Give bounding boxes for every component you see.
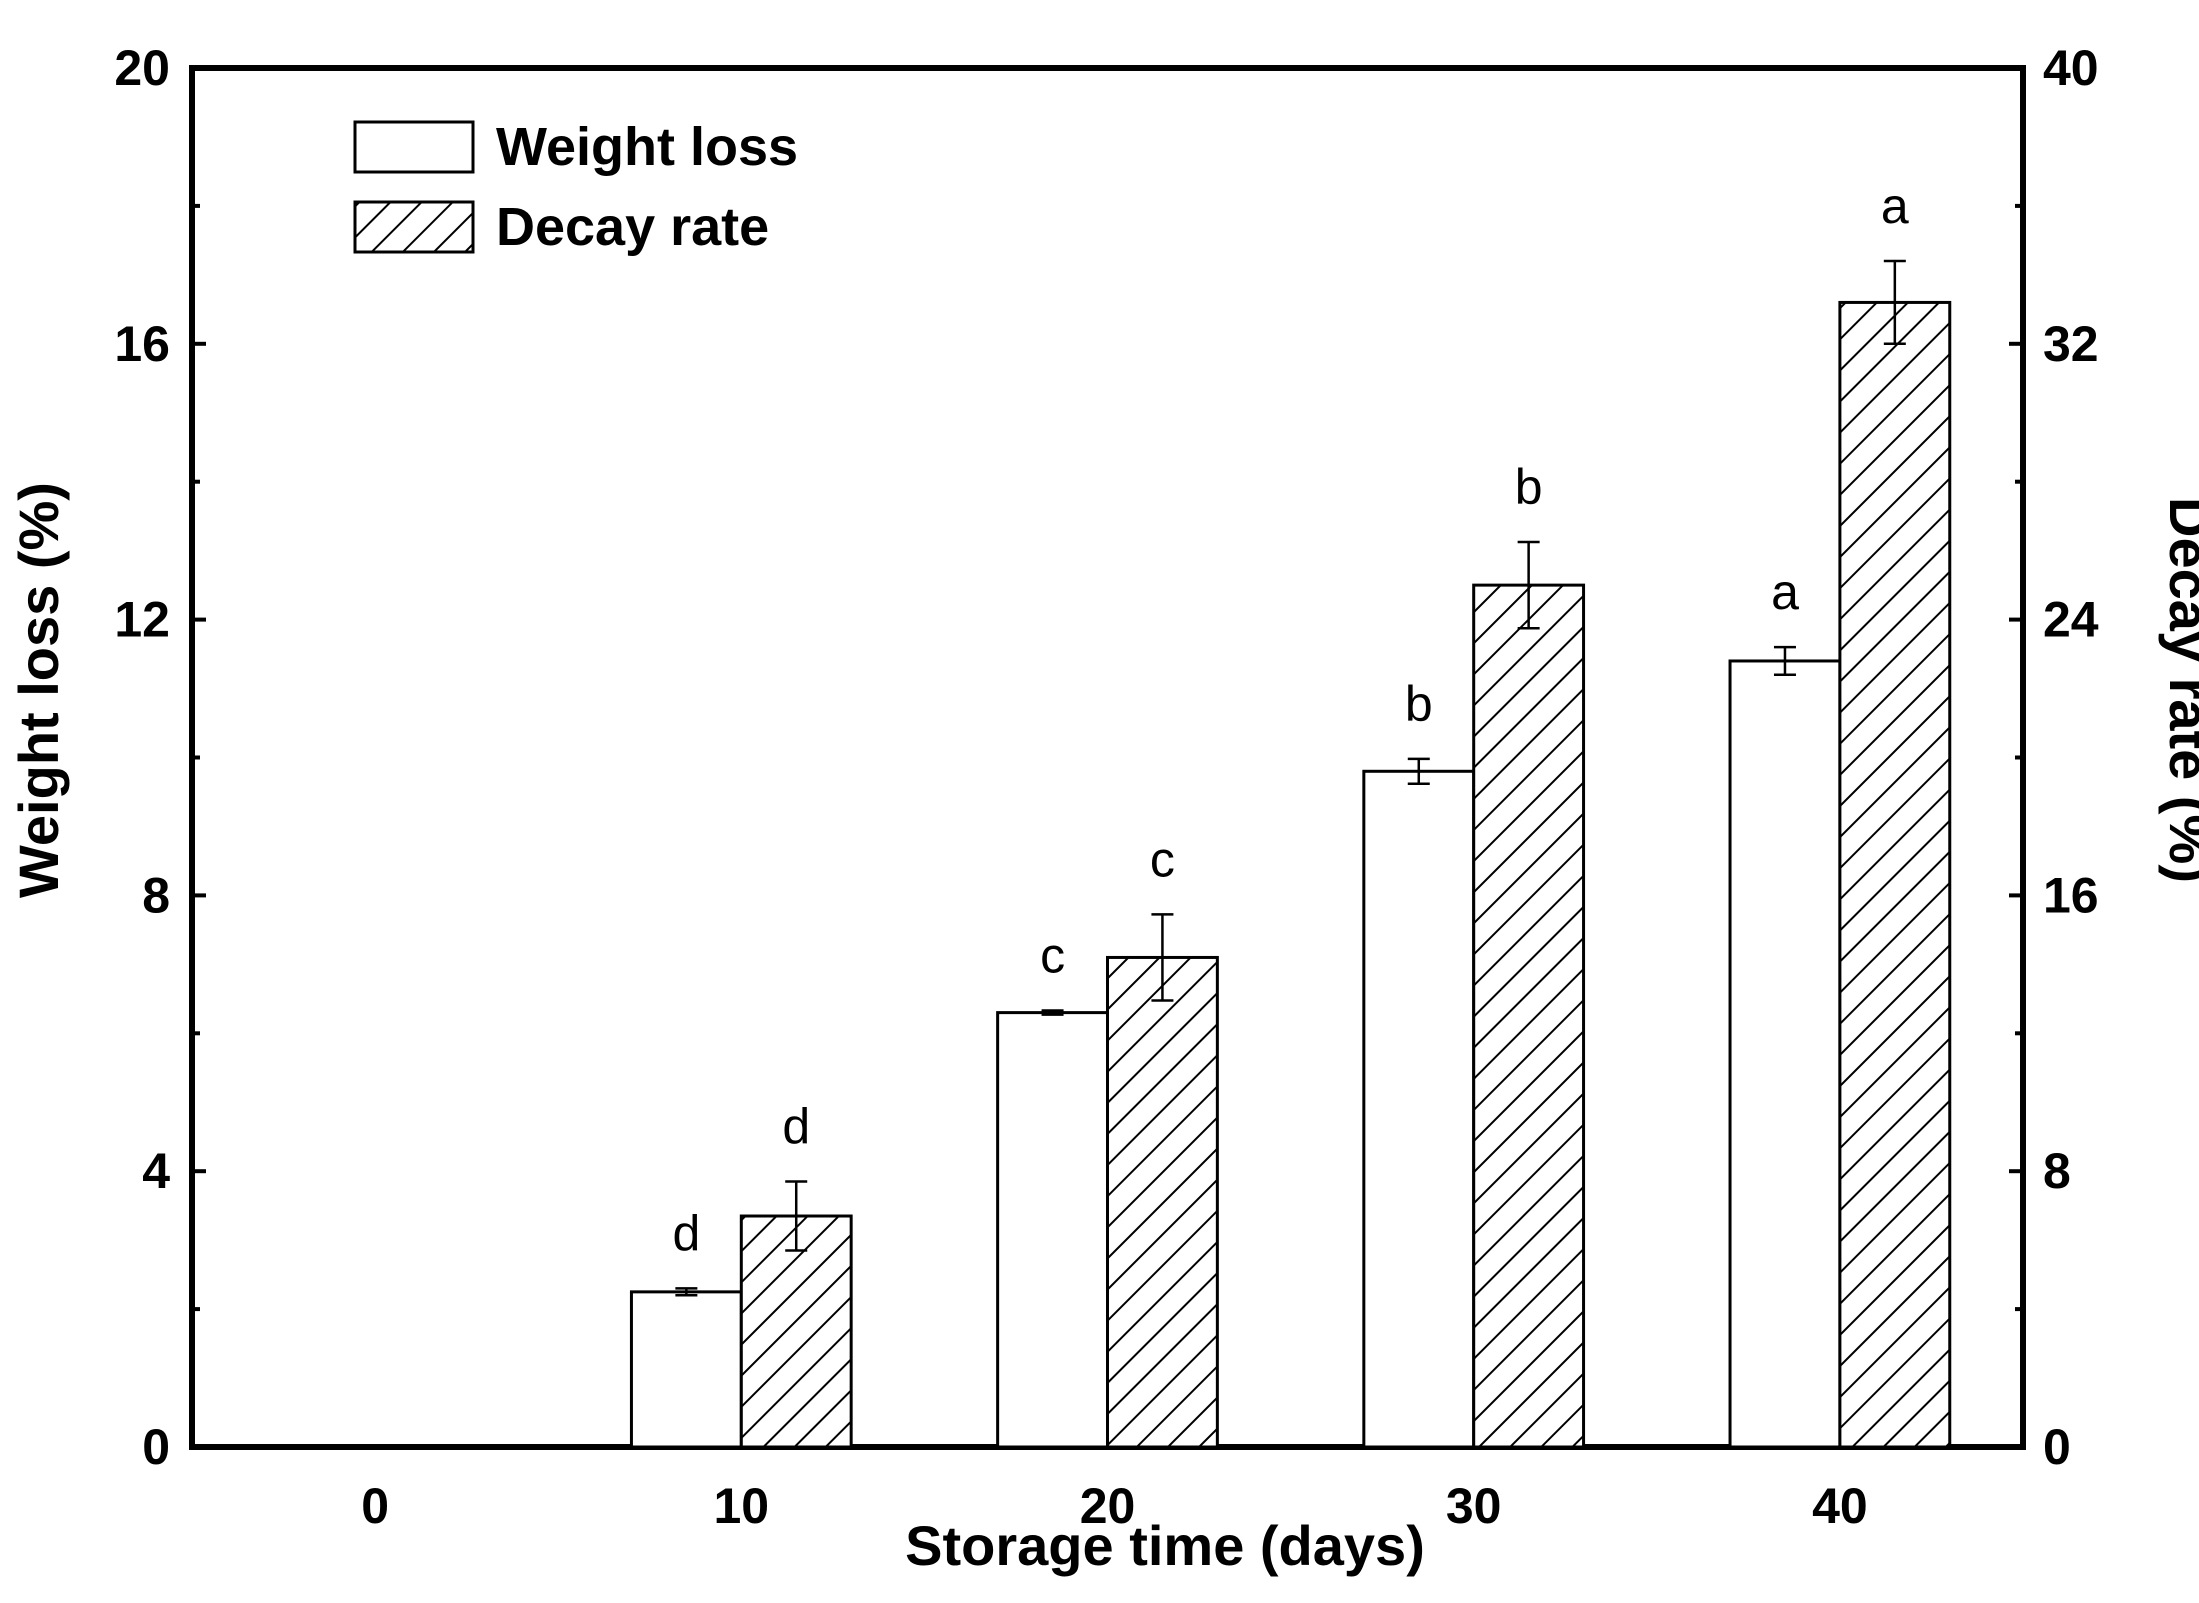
y2-tick-label: 40 xyxy=(2043,40,2099,96)
legend-label-decay-rate: Decay rate xyxy=(496,197,769,257)
legend-swatch-weight-loss xyxy=(353,120,475,174)
bar-weight-loss xyxy=(996,1011,1110,1449)
bar-decay-rate xyxy=(739,1214,853,1449)
x-tick-label: 40 xyxy=(1812,1478,1868,1534)
significance-label-weight-loss: c xyxy=(1040,928,1065,984)
y2-tick-label: 0 xyxy=(2043,1419,2071,1475)
y2-tick-label: 8 xyxy=(2043,1143,2071,1199)
x-tick-label: 20 xyxy=(1080,1478,1136,1534)
legend: Weight loss Decay rate xyxy=(353,117,798,257)
significance-label-decay-rate: b xyxy=(1515,459,1543,515)
x-tick-label: 0 xyxy=(361,1478,389,1534)
x-axis-title: Storage time (days) xyxy=(905,1514,1425,1577)
bar-decay-rate xyxy=(1106,955,1219,1449)
x-tick-label: 30 xyxy=(1446,1478,1502,1534)
y-tick-label: 12 xyxy=(114,592,170,648)
x-tick-label: 10 xyxy=(713,1478,769,1534)
y2-tick-label: 32 xyxy=(2043,316,2099,372)
legend-swatch-decay-rate xyxy=(353,200,475,254)
y-tick-label: 8 xyxy=(142,867,170,923)
y2-tick-label: 16 xyxy=(2043,867,2099,923)
significance-label-decay-rate: a xyxy=(1881,178,1909,234)
y-tick-label: 20 xyxy=(114,40,170,96)
bar-weight-loss xyxy=(1362,769,1476,1449)
significance-label-decay-rate: d xyxy=(782,1099,810,1155)
bar-decay-rate xyxy=(1838,300,1952,1449)
significance-label-weight-loss: a xyxy=(1771,564,1799,620)
y-tick-label: 16 xyxy=(114,316,170,372)
y-tick-label: 0 xyxy=(142,1419,170,1475)
bar-decay-rate xyxy=(1472,583,1586,1449)
y-tick-label: 4 xyxy=(142,1143,170,1199)
significance-label-weight-loss: b xyxy=(1405,676,1433,732)
bar-weight-loss xyxy=(629,1290,743,1449)
bar-weight-loss xyxy=(1728,659,1842,1449)
y2-axis-title: Decay rate (%) xyxy=(2158,497,2199,883)
legend-label-weight-loss: Weight loss xyxy=(496,117,798,177)
significance-label-decay-rate: c xyxy=(1150,831,1175,887)
y2-tick-label: 24 xyxy=(2043,592,2099,648)
y-axis-title: Weight loss (%) xyxy=(7,482,70,898)
significance-label-weight-loss: d xyxy=(672,1205,700,1261)
